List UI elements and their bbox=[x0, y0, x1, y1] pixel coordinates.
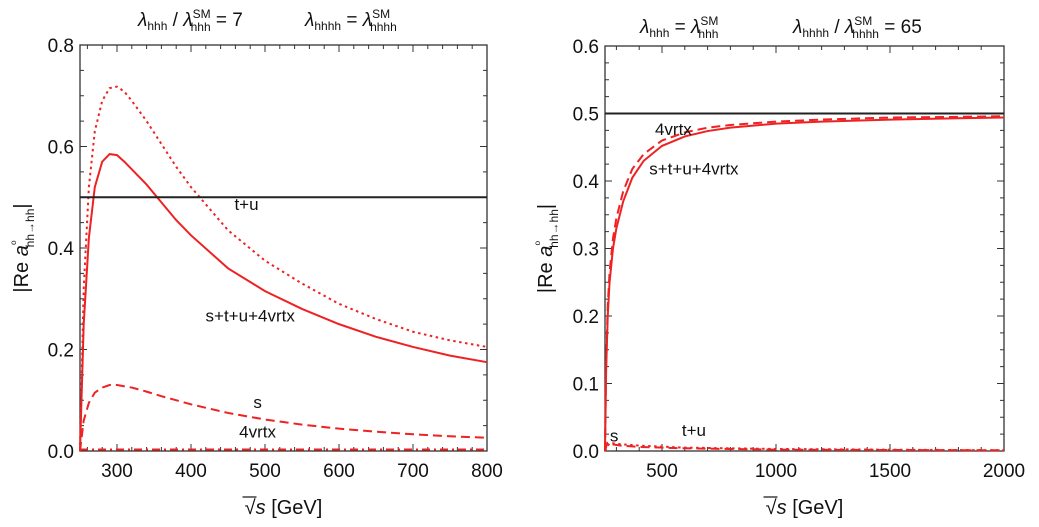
curve-label: s+t+u+4vrtx bbox=[649, 159, 739, 178]
y-axis-label: |Re a⁰hh→hh| bbox=[533, 204, 561, 293]
right-panel: 0.0 0.1 0.2 0.3 0.4 0.5 0.6 500 1000 1500 2000 4vrt… bbox=[533, 14, 1025, 519]
curve-label: t+u bbox=[682, 421, 706, 440]
y-tick-label: 0.2 bbox=[48, 341, 74, 362]
series-line-2 bbox=[79, 384, 488, 452]
y-tick-label: 0.0 bbox=[573, 442, 599, 463]
x-axis-label: √s [GeV] bbox=[245, 497, 323, 519]
left-panel: 0.0 0.2 0.4 0.6 0.8 300 400 500 600 700 800 t+u s+t+… bbox=[9, 7, 503, 519]
curve-label: s+t+u+4vrtx bbox=[206, 307, 296, 326]
title-left: λhhh = λSM hhh bbox=[639, 14, 718, 41]
x-tick-label: 700 bbox=[397, 461, 429, 482]
series-line-2 bbox=[604, 441, 1005, 452]
x-tick-label: 1000 bbox=[755, 461, 797, 482]
y-tick-label: 0.3 bbox=[573, 240, 599, 261]
y-axis-label: |Re a⁰hh→hh| bbox=[9, 203, 37, 292]
y-tick-label: 0.0 bbox=[48, 442, 74, 463]
curve-label: 4vrtx bbox=[239, 422, 276, 441]
y-tick-label: 0.4 bbox=[48, 239, 75, 260]
x-tick-label: 2000 bbox=[983, 461, 1025, 482]
y-tick-label: 0.2 bbox=[573, 307, 599, 328]
title-right: λhhhh / λSM hhhh = 65 bbox=[792, 14, 922, 41]
curve-label: 4vrtx bbox=[655, 120, 692, 139]
title-right: λhhhh = λSM hhhh bbox=[304, 7, 397, 34]
x-tick-label: 500 bbox=[646, 461, 678, 482]
curve-label: t+u bbox=[234, 195, 258, 214]
y-tick-label: 0.4 bbox=[573, 172, 600, 193]
series-line-3 bbox=[604, 441, 1005, 452]
title-left: λhhh / λSM hhh = 7 bbox=[137, 7, 243, 34]
curve-label: s bbox=[253, 393, 262, 412]
x-tick-label: 1500 bbox=[869, 461, 911, 482]
x-tick-label: 600 bbox=[323, 461, 355, 482]
curve-label: s bbox=[610, 427, 619, 446]
plot-frame bbox=[79, 44, 488, 452]
series-line-1 bbox=[79, 85, 488, 452]
series-line-0 bbox=[79, 153, 488, 452]
series-line-0 bbox=[604, 116, 1005, 452]
x-tick-label: 500 bbox=[249, 461, 281, 482]
y-tick-label: 0.6 bbox=[48, 138, 74, 159]
x-tick-label: 400 bbox=[175, 461, 207, 482]
plot-frame bbox=[604, 45, 1005, 452]
series-line-1 bbox=[604, 115, 1005, 452]
y-tick-label: 0.1 bbox=[573, 375, 599, 396]
y-tick-label: 0.6 bbox=[573, 37, 599, 58]
y-tick-label: 0.5 bbox=[573, 105, 599, 126]
x-tick-label: 300 bbox=[101, 461, 133, 482]
x-tick-label: 800 bbox=[471, 461, 503, 482]
y-tick-label: 0.8 bbox=[48, 36, 74, 57]
x-axis-label: √s [GeV] bbox=[766, 497, 844, 519]
